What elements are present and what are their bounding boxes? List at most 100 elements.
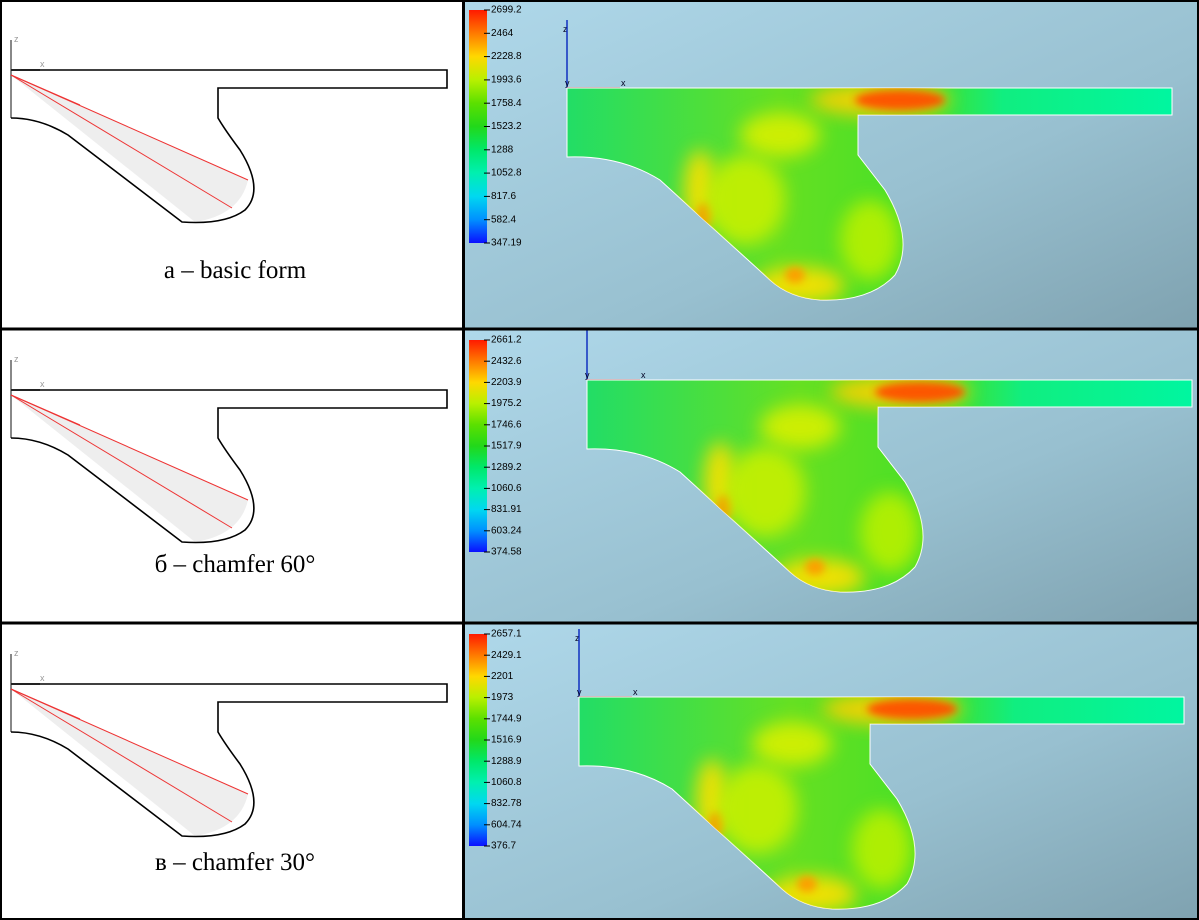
shaded-zone [11,689,248,836]
hotspot [875,382,965,402]
colorbar-label: 2201 [491,671,514,682]
table-row: zxa – basic form2699.224642228.81993.617… [10,0,1199,328]
right-cell: 2657.1 2429.1 2201 1973 1744.9 1516.9 1288.9 10… [465,624,1199,920]
axis-label: x [621,78,626,88]
axis-label: x [40,673,45,683]
hotspot [797,876,817,892]
axis-label: z [14,648,19,658]
colorbar-label: 1288 [491,144,514,155]
colorbar-label: 1993.6 [491,75,522,86]
fem-body [578,696,1185,910]
shaded-zone [11,395,248,542]
colorbar [469,340,487,552]
shaded-zone [11,75,248,222]
axis-label: z [575,633,580,643]
colorbar-label: 2429.1 [491,650,522,661]
left-cell: zx [10,34,448,224]
axis-label: y [585,370,590,380]
colorbar-label: 1288.9 [491,756,522,767]
axis-label: x [40,59,45,69]
profile-outline [10,389,448,544]
fem-body [586,379,1193,593]
colorbar-label: 2203.9 [491,377,522,388]
colorbar-label: 2661.2 [491,335,522,346]
colorbar-label: 1975.2 [491,398,522,409]
fem-part: z y x [563,20,1173,301]
colorbar-label: 2228.8 [491,51,522,62]
hotspot [785,267,805,283]
colorbar-label: 1052.8 [491,168,522,179]
colorbar-label: 604.74 [491,819,522,830]
axis-label: y [577,687,582,697]
colorbar-label: 817.6 [491,191,516,202]
axis-label: x [641,370,646,380]
colorbar-label: 374.58 [491,547,522,558]
caption: a – basic form [164,257,307,284]
colorbar-label: 582.4 [491,214,516,225]
colorbar-label: 1289.2 [491,462,522,473]
colorbar-label: 1517.9 [491,441,522,452]
ray-line [10,394,249,501]
stress-hotspots [684,88,950,301]
colorbar [469,10,487,243]
caption: в – chamfer 30° [155,849,315,876]
axis-label: x [40,379,45,389]
axis-label: z [14,34,19,44]
table-row: zxб – chamfer 60°2661.22432.62203.91975.… [10,330,1199,622]
axis-label: z [563,24,568,34]
profile-outline [10,683,448,838]
right-cell: 2699.2 2464 2228.8 1993.6 1758.4 1523.2 1288 10… [465,0,1199,328]
hotspot [705,155,785,245]
ray-line [10,688,249,795]
colorbar [469,634,487,846]
colorbar-label: 376.7 [491,841,516,852]
colorbar-label: 1758.4 [491,98,522,109]
stress-hotspots [704,380,970,593]
hotspot-group [684,88,950,301]
hotspot [855,90,945,110]
table-row: zxв – chamfer 30°2657.12429.122011973174… [10,624,1199,920]
caption: б – chamfer 60° [155,551,316,578]
profile-outline [10,69,448,224]
hotspot [717,764,797,854]
hotspot [752,722,832,766]
colorbar-label: 347.19 [491,238,522,249]
colorbar-label: 2657.1 [491,629,522,640]
colorbar-label: 2699.2 [491,5,522,16]
colorbar-label: 1060.8 [491,777,522,788]
axis-label: y [565,78,570,88]
ray-line [10,74,249,181]
ray-line [10,74,233,209]
colorbar-label: 603.24 [491,525,522,536]
colorbar-label: 832.78 [491,798,522,809]
hotspot-group [704,380,970,593]
left-cell: zx [10,648,448,838]
hotspot [867,699,957,719]
colorbar-label: 831.91 [491,504,522,515]
hotspot [740,113,820,157]
colorbar-label: 1523.2 [491,121,522,132]
fem-body [566,87,1173,301]
axis-label: x [633,687,638,697]
colorbar-label: 2464 [491,28,514,39]
hotspot [725,447,805,537]
colorbar-label: 1973 [491,692,514,703]
hotspot [860,492,920,572]
colorbar-label: 2432.6 [491,356,522,367]
axis-label: z [14,354,19,364]
left-cell: zx [10,354,448,544]
right-cell: 2661.2 2432.6 2203.9 1975.2 1746.6 1517.9 1289… [465,330,1199,622]
colorbar-label: 1516.9 [491,735,522,746]
ray-line [10,394,233,529]
ray-line [10,688,233,823]
hotspot [805,559,825,575]
colorbar-label: 1744.9 [491,713,522,724]
hotspot [840,200,900,280]
colorbar-label: 1746.6 [491,419,522,430]
fem-part: z y x [575,629,1185,910]
hotspot [852,809,912,889]
hotspot [760,405,840,449]
